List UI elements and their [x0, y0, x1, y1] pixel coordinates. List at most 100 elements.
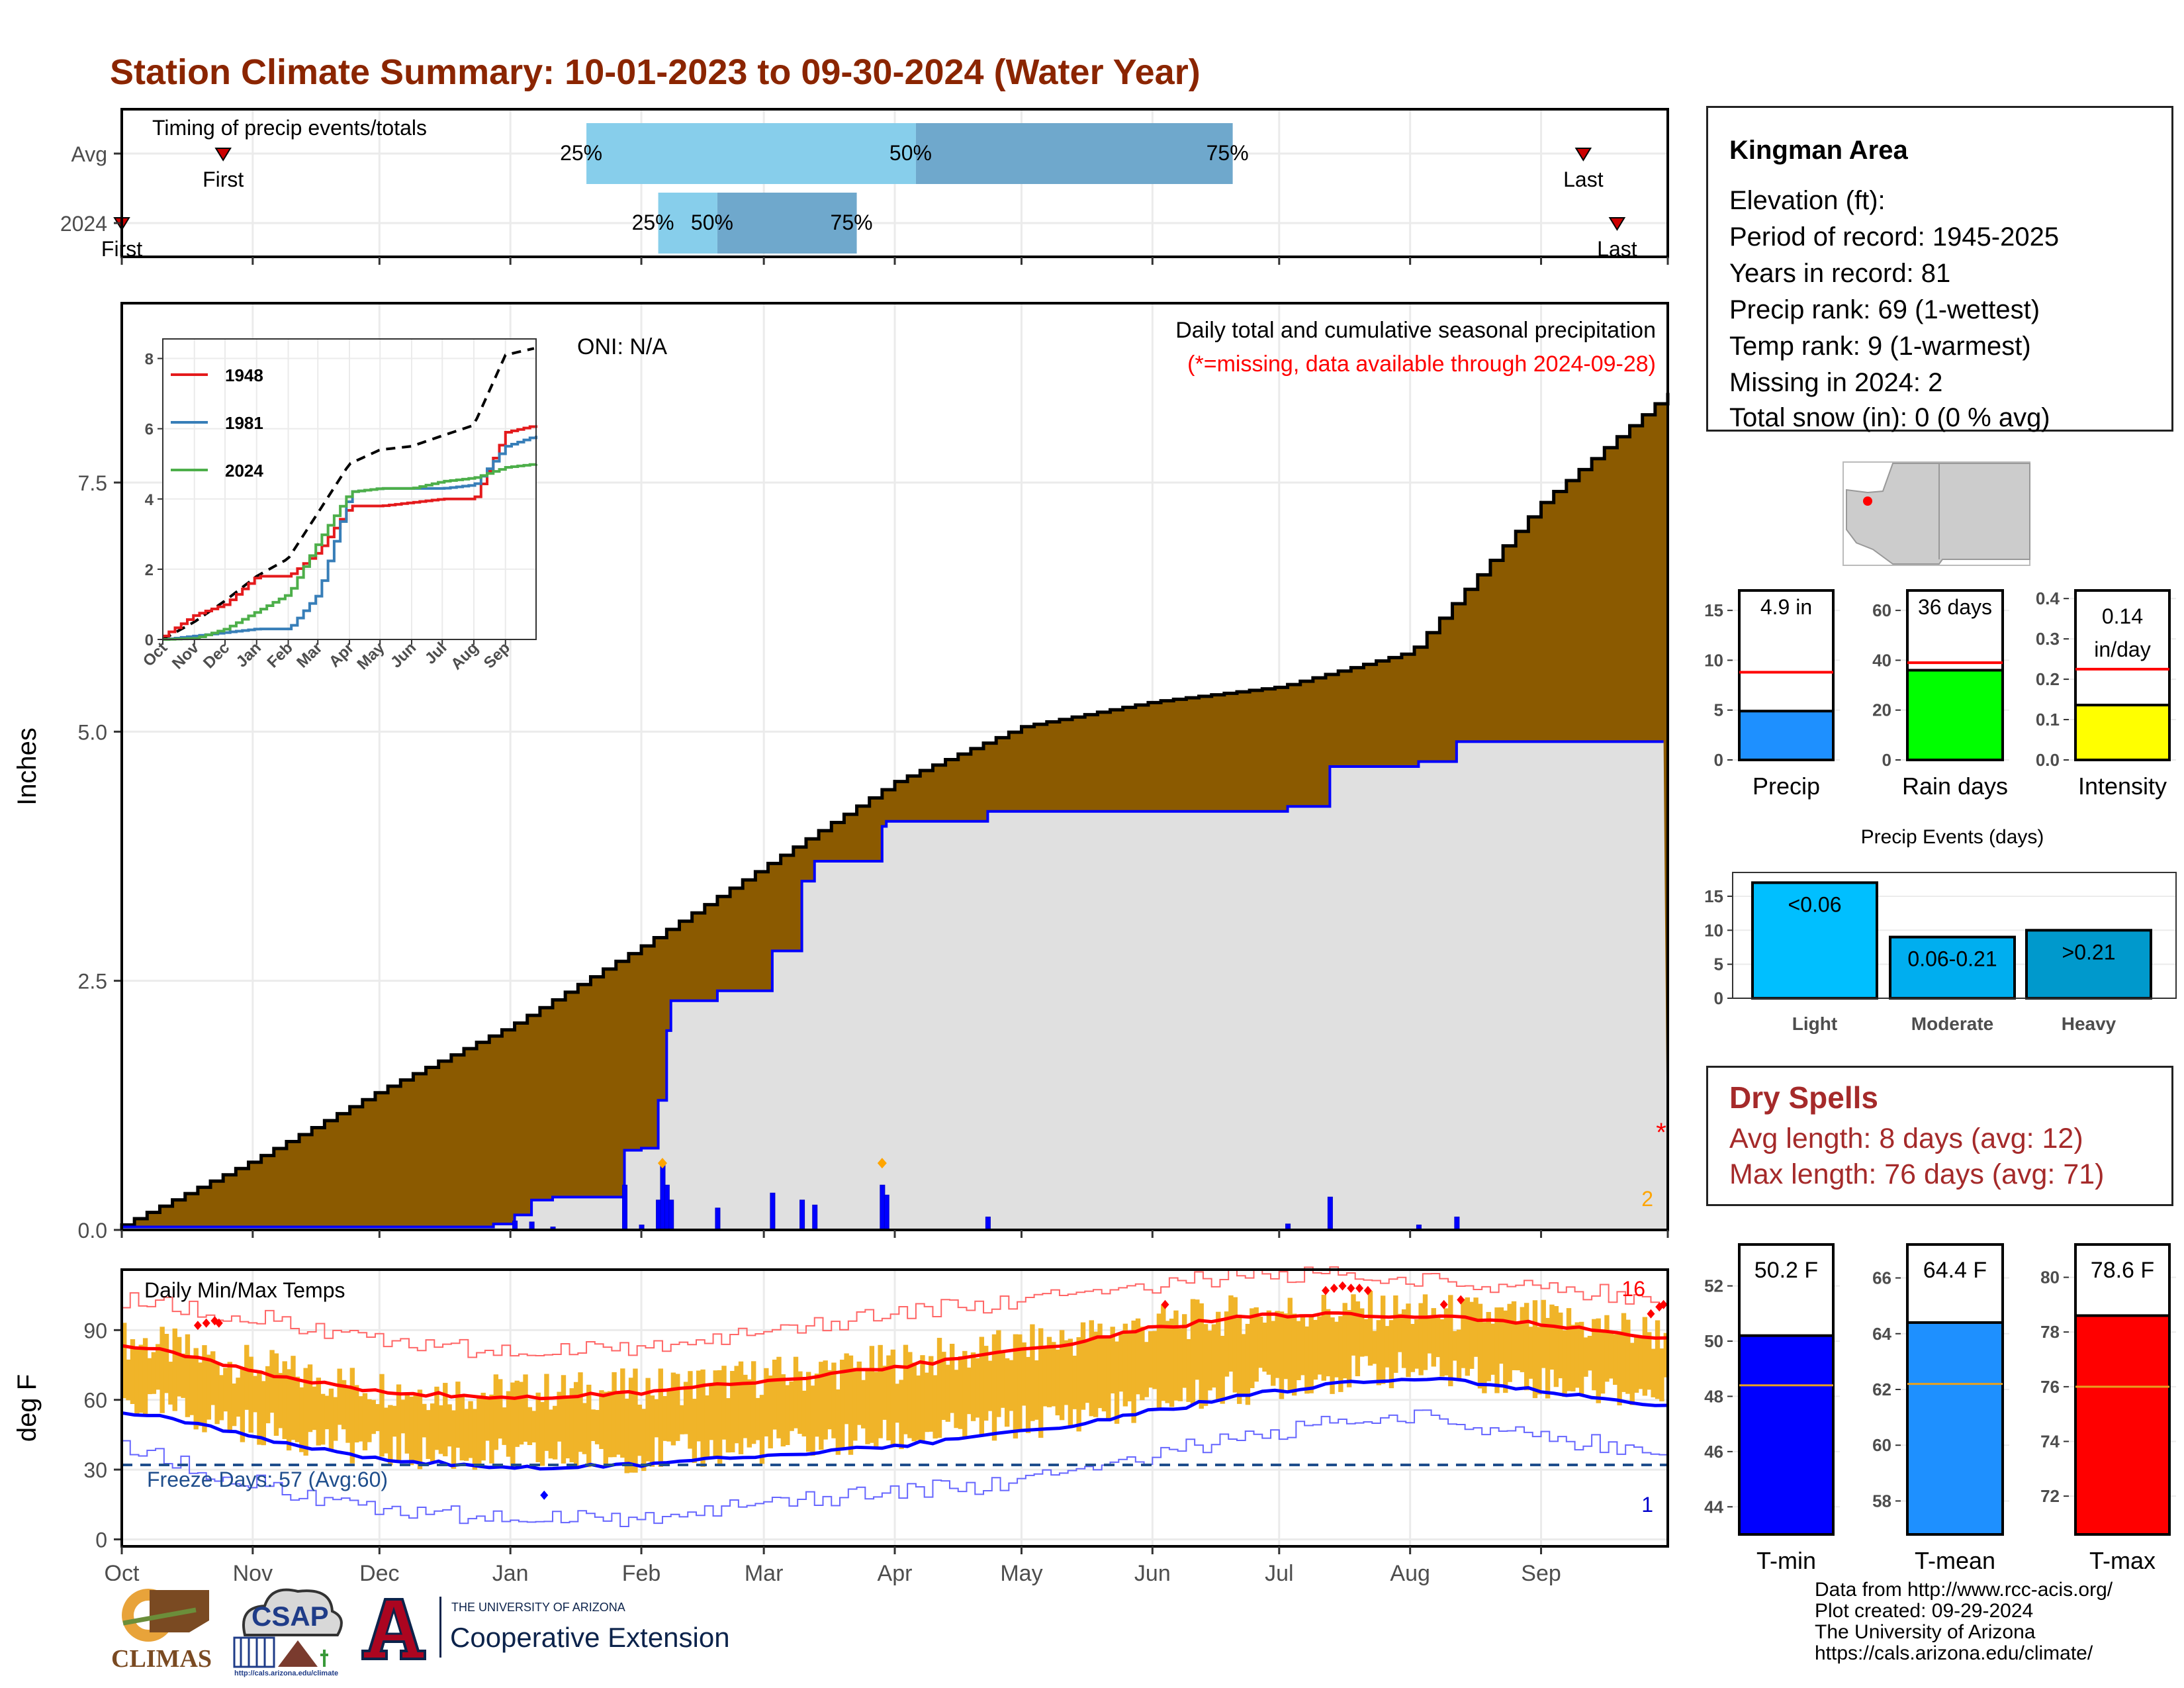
- record-high-marker: [1363, 1286, 1372, 1295]
- daily-temp-range-bar: [1169, 1318, 1175, 1407]
- mini-y-tick-label: 58: [1872, 1491, 1891, 1511]
- mini-y-tick-label: 46: [1704, 1442, 1723, 1462]
- daily-temp-range-bar: [1482, 1322, 1487, 1393]
- daily-temp-range-bar: [983, 1346, 989, 1421]
- mini-bar-value: [1906, 1321, 2004, 1536]
- timing-label-75: 75%: [1206, 141, 1249, 165]
- timing-first-marker: [214, 148, 232, 162]
- daily-temp-range-bar: [734, 1366, 739, 1444]
- daily-temp-range-bar: [303, 1368, 308, 1456]
- daily-temp-range-bar: [860, 1380, 866, 1429]
- daily-temp-range-bar: [1621, 1313, 1627, 1392]
- daily-temp-range-bar: [991, 1334, 997, 1441]
- daily-temp-range-bar: [738, 1361, 744, 1454]
- daily-precip-bar: [770, 1192, 776, 1231]
- daily-temp-range-bar: [933, 1375, 938, 1439]
- daily-temp-range-bar: [1494, 1307, 1500, 1393]
- mini-bar-label: Rain days: [1902, 773, 2008, 800]
- inset-y-tick-label: 6: [145, 421, 154, 439]
- daily-temp-range-bar: [1549, 1304, 1555, 1370]
- daily-temp-range-bar: [730, 1371, 735, 1452]
- daily-temp-range-bar: [447, 1404, 452, 1447]
- daily-temp-range-bar: [1182, 1314, 1187, 1388]
- daily-temp-range-bar: [852, 1368, 858, 1441]
- daily-temp-range-bar: [1498, 1307, 1504, 1364]
- daily-temp-range-bar: [709, 1384, 714, 1440]
- daily-temp-range-bar: [1266, 1310, 1272, 1375]
- record-high-marker: [214, 1318, 223, 1328]
- daily-temp-range-bar: [1055, 1349, 1060, 1416]
- daily-temp-range-bar: [683, 1382, 689, 1434]
- inset-y-tick-label: 4: [145, 491, 154, 509]
- station-temp-rank: Temp rank: 9 (1-warmest): [1729, 332, 2031, 361]
- daily-temp-range-bar: [797, 1371, 803, 1434]
- daily-temp-range-bar: [354, 1385, 359, 1443]
- daily-temp-range-bar: [1042, 1348, 1048, 1407]
- daily-temp-range-bar: [1140, 1327, 1145, 1401]
- daily-temp-range-bar: [430, 1403, 435, 1462]
- daily-temp-range-bar: [747, 1379, 752, 1448]
- daily-temp-range-bar: [1165, 1321, 1170, 1403]
- daily-temp-range-bar: [493, 1374, 499, 1450]
- daily-temp-range-bar: [1080, 1322, 1086, 1410]
- daily-temp-range-bar: [147, 1358, 152, 1395]
- temp-y-tick-label: 30: [83, 1458, 107, 1482]
- daily-temp-range-bar: [1211, 1324, 1217, 1388]
- normal-min-line: [121, 1377, 1668, 1471]
- month-tick-label: Jul: [1265, 1561, 1293, 1586]
- daily-temp-range-bar: [911, 1362, 917, 1442]
- mini-y-tick-label: 62: [1872, 1380, 1891, 1399]
- events-bar-moderate: [1889, 935, 2016, 1000]
- daily-temp-range-bar: [527, 1407, 533, 1445]
- temp-bar-t-mean: 58 60 62 64 66 T-mean 64.4 F: [1872, 1243, 2009, 1574]
- daily-temp-range-bar: [333, 1397, 338, 1441]
- daily-temp-range-bar: [557, 1391, 562, 1442]
- daily-temp-range-bar: [721, 1366, 727, 1440]
- timing-bar-50-75: [717, 193, 857, 254]
- daily-temp-range-bar: [612, 1372, 617, 1458]
- daily-temp-range-bar: [1101, 1336, 1107, 1412]
- daily-temp-range-bar: [1241, 1334, 1246, 1394]
- daily-temp-range-bar: [1528, 1327, 1533, 1379]
- daily-temp-range-bar: [565, 1397, 570, 1459]
- daily-temp-range-bar: [1541, 1299, 1546, 1368]
- daily-temp-range-bar: [1250, 1308, 1255, 1388]
- daily-temp-range-bar: [472, 1409, 478, 1470]
- daily-temp-range-bar: [805, 1372, 811, 1452]
- daily-temp-range-bar: [1651, 1348, 1656, 1397]
- daily-temp-range-bar: [886, 1355, 891, 1441]
- daily-temp-range-bar: [1177, 1328, 1183, 1401]
- daily-temp-range-bar: [307, 1364, 313, 1432]
- daily-temp-range-bar: [1397, 1313, 1402, 1352]
- station-elevation: Elevation (ft):: [1729, 186, 1886, 215]
- daily-temp-range-bar: [662, 1395, 668, 1441]
- daily-temp-range-bar: [122, 1323, 127, 1399]
- mini-bar-value: [1906, 669, 2004, 761]
- daily-temp-range-bar: [1089, 1320, 1094, 1417]
- daily-temp-range-bar: [633, 1368, 638, 1473]
- daily-temp-range-bar: [1461, 1299, 1466, 1368]
- month-tick-label: Dec: [359, 1561, 399, 1586]
- daily-temp-range-bar: [573, 1382, 579, 1466]
- mini-y-tick-label: 0.3: [2036, 629, 2060, 649]
- month-tick-label: May: [1000, 1561, 1042, 1586]
- daily-temp-range-bar: [945, 1364, 950, 1422]
- page-title: Station Climate Summary: 10-01-2023 to 0…: [110, 52, 1201, 92]
- mini-y-tick-label: 50: [1704, 1331, 1723, 1351]
- daily-temp-range-bar: [1326, 1309, 1331, 1377]
- daily-temp-range-bar: [1030, 1324, 1035, 1421]
- daily-temp-range-bar: [151, 1352, 157, 1394]
- daily-temp-range-bar: [941, 1352, 946, 1420]
- month-tick-label: Feb: [622, 1561, 661, 1586]
- climas-logo: CLIMAS: [110, 1581, 216, 1677]
- timing-label-50: 50%: [889, 141, 932, 165]
- daily-temp-range-bar: [523, 1374, 528, 1442]
- station-location-marker: [1863, 496, 1872, 506]
- daily-temp-range-bar: [218, 1375, 224, 1421]
- daily-temp-range-bar: [1448, 1295, 1453, 1387]
- daily-temp-range-bar: [518, 1382, 524, 1445]
- daily-temp-range-bar: [189, 1356, 195, 1415]
- inset-y-tick-label: 8: [145, 351, 154, 369]
- mini-bar-label: T-mean: [1915, 1547, 1995, 1574]
- daily-precip-bar: [799, 1199, 805, 1231]
